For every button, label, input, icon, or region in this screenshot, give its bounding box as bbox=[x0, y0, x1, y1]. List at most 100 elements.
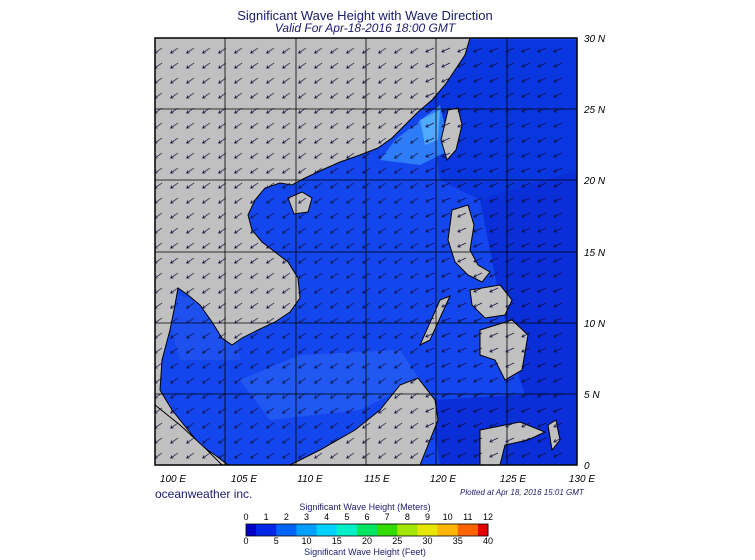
wave-arrow bbox=[202, 47, 211, 54]
wave-arrow bbox=[282, 317, 291, 324]
wave-arrow bbox=[425, 392, 435, 398]
colorbar-tick: 0 bbox=[243, 536, 249, 546]
wave-arrow bbox=[457, 47, 467, 53]
wave-arrow bbox=[553, 377, 563, 383]
wave-arrow bbox=[202, 107, 211, 114]
wave-arrow bbox=[489, 272, 499, 278]
wave-arrow bbox=[537, 212, 547, 218]
wave-arrow bbox=[441, 347, 451, 353]
wave-arrow bbox=[457, 122, 467, 128]
wave-arrow bbox=[330, 422, 339, 429]
wave-arrow bbox=[441, 392, 451, 398]
wave-arrow bbox=[505, 422, 515, 428]
wave-arrow bbox=[378, 437, 387, 444]
wave-arrow bbox=[362, 332, 371, 339]
wave-arrow bbox=[282, 302, 291, 309]
wave-arrow bbox=[473, 407, 483, 413]
wave-arrow bbox=[234, 212, 243, 219]
wave-arrow bbox=[473, 137, 483, 143]
wave-arrow bbox=[202, 287, 211, 294]
wave-arrow bbox=[553, 287, 563, 293]
wave-arrow bbox=[362, 272, 371, 279]
wave-arrow bbox=[266, 182, 275, 189]
wave-arrow bbox=[489, 62, 499, 68]
wave-arrow bbox=[266, 152, 275, 159]
wave-arrow bbox=[314, 182, 323, 189]
wave-arrow bbox=[202, 122, 211, 129]
wave-arrow bbox=[537, 47, 547, 53]
colorbar-cell bbox=[427, 524, 434, 536]
wave-arrow bbox=[282, 242, 291, 249]
wave-arrow bbox=[505, 377, 515, 383]
wave-arrow bbox=[330, 197, 339, 204]
wave-arrow bbox=[521, 62, 531, 68]
wave-arrow bbox=[250, 182, 259, 189]
wave-arrow bbox=[473, 377, 483, 383]
wave-arrow bbox=[410, 107, 419, 114]
wave-arrow bbox=[250, 107, 259, 114]
wave-arrow bbox=[521, 422, 531, 428]
wave-arrow bbox=[330, 407, 339, 414]
wave-arrow bbox=[234, 122, 243, 129]
wave-arrow bbox=[489, 317, 499, 323]
wave-arrow bbox=[537, 137, 547, 143]
wave-arrow bbox=[186, 407, 195, 414]
wave-arrow bbox=[266, 227, 275, 234]
land-luzon bbox=[447, 204, 491, 283]
wave-arrow bbox=[537, 92, 547, 98]
colorbar-cell bbox=[281, 524, 287, 536]
wave-arrow bbox=[234, 377, 243, 384]
colorbar-tick: 6 bbox=[364, 512, 370, 522]
colorbar-cell bbox=[447, 524, 454, 536]
wave-arrow bbox=[410, 317, 419, 324]
wave-arrow bbox=[202, 182, 211, 189]
wave-arrow bbox=[250, 227, 259, 234]
wave-arrow bbox=[521, 362, 531, 368]
wave-arrow bbox=[250, 257, 259, 264]
wave-arrow bbox=[186, 422, 195, 429]
colorbar-cell bbox=[477, 524, 484, 536]
wave-arrow bbox=[330, 182, 339, 189]
wave-arrow bbox=[314, 47, 323, 54]
wave-arrow bbox=[298, 302, 307, 309]
wave-arrow bbox=[170, 302, 179, 309]
wave-arrow bbox=[266, 122, 275, 129]
colorbar-tick: 2 bbox=[283, 512, 289, 522]
wave-arrow bbox=[553, 452, 563, 458]
plotted-time-note: Plotted at Apr 18, 2016 15:01 GMT bbox=[460, 488, 584, 497]
wave-arrow bbox=[202, 137, 211, 144]
colorbar-tick: 25 bbox=[392, 536, 403, 546]
wave-arrow bbox=[170, 407, 179, 414]
wave-arrow bbox=[218, 347, 227, 354]
wave-arrow bbox=[330, 392, 339, 399]
wave-arrow bbox=[553, 182, 563, 188]
wave-arrow bbox=[170, 212, 179, 219]
wave-arrow bbox=[489, 137, 499, 143]
wave-arrow bbox=[266, 47, 275, 54]
wave-arrow bbox=[218, 287, 227, 294]
wave-arrow bbox=[346, 197, 355, 204]
wave-arrow bbox=[314, 332, 323, 339]
wave-arrow bbox=[250, 62, 259, 69]
wave-arrow bbox=[298, 257, 307, 264]
wave-arrow bbox=[346, 92, 355, 99]
wave-arrow bbox=[553, 437, 563, 443]
wave-arrow bbox=[250, 272, 259, 279]
wave-arrow bbox=[394, 302, 403, 309]
wave-arrow bbox=[234, 47, 243, 54]
colorbar-tick: 1 bbox=[263, 512, 269, 522]
wave-arrow bbox=[314, 197, 323, 204]
wave-arrow bbox=[314, 422, 323, 429]
colorbar-cell bbox=[321, 524, 328, 536]
wave-arrow bbox=[250, 152, 259, 159]
wave-arrow bbox=[473, 152, 483, 158]
colorbar-cell bbox=[336, 524, 343, 536]
wave-arrow bbox=[394, 167, 403, 174]
colorbar-tick: 8 bbox=[404, 512, 410, 522]
wave-arrow bbox=[266, 92, 275, 99]
wave-arrow bbox=[521, 347, 531, 353]
wave-arrow bbox=[505, 272, 515, 278]
wave-arrow bbox=[218, 92, 227, 99]
colorbar-cell bbox=[482, 524, 489, 536]
wave-arrow bbox=[410, 422, 419, 429]
